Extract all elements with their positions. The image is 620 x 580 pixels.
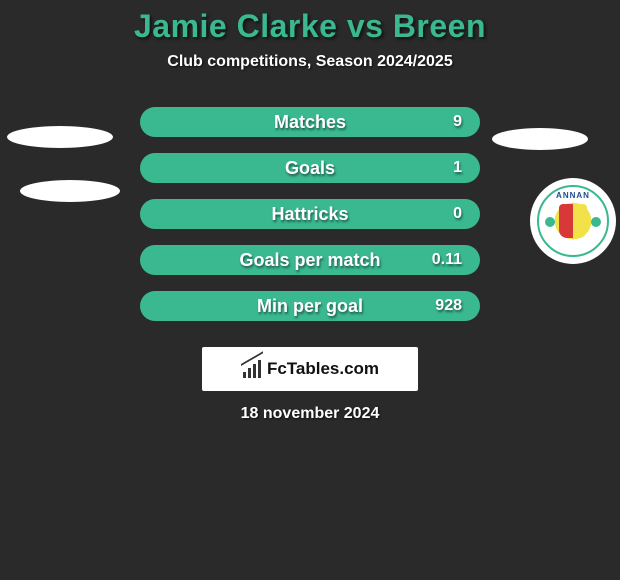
stat-label: Goals: [285, 158, 335, 179]
stat-row: Hattricks 0: [0, 191, 620, 237]
bar-chart-icon: [241, 360, 263, 378]
stat-bar: Goals 1: [140, 153, 480, 183]
page-subtitle: Club competitions, Season 2024/2025: [0, 53, 620, 71]
stat-label: Min per goal: [257, 296, 363, 317]
stat-row: Goals per match 0.11: [0, 237, 620, 283]
stat-label: Goals per match: [239, 250, 380, 271]
stat-row: Goals 1: [0, 145, 620, 191]
source-logo-text: FcTables.com: [267, 359, 379, 379]
stat-label: Hattricks: [271, 204, 348, 225]
stat-value-right: 928: [435, 297, 462, 315]
source-logo[interactable]: FcTables.com: [202, 347, 418, 391]
stat-bar: Hattricks 0: [140, 199, 480, 229]
stat-value-right: 0.11: [432, 251, 462, 269]
stat-row: Min per goal 928: [0, 283, 620, 329]
date-label: 18 november 2024: [0, 405, 620, 423]
comparison-card: Jamie Clarke vs Breen Club competitions,…: [0, 0, 620, 423]
stat-bar: Matches 9: [140, 107, 480, 137]
stat-bar: Min per goal 928: [140, 291, 480, 321]
page-title: Jamie Clarke vs Breen: [0, 8, 620, 45]
stat-label: Matches: [274, 112, 346, 133]
stat-bar: Goals per match 0.11: [140, 245, 480, 275]
stat-value-right: 1: [453, 159, 462, 177]
stat-value-right: 0: [453, 205, 462, 223]
stat-value-right: 9: [453, 113, 462, 131]
stat-row: Matches 9: [0, 99, 620, 145]
stats-list: Matches 9 Goals 1 Hattricks 0 Goals per …: [0, 99, 620, 329]
